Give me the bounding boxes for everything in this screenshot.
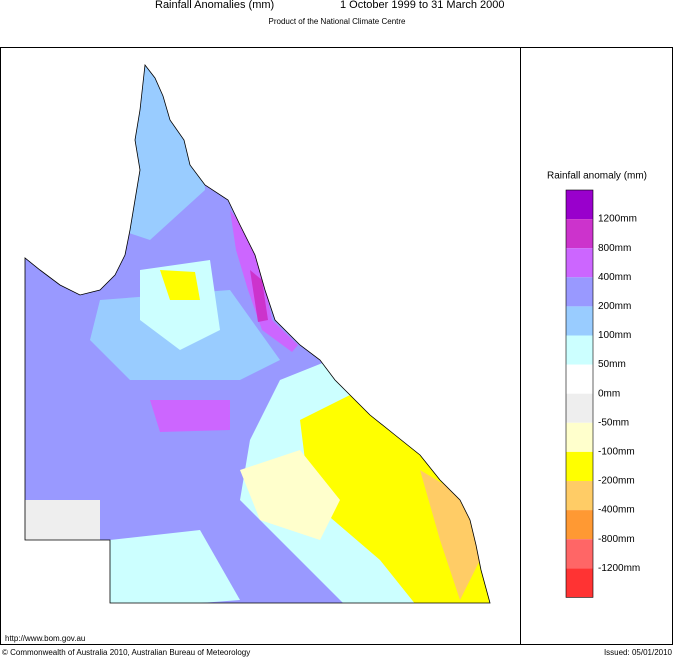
issued: Issued: 05/01/2010 [604,648,673,657]
legend-label: 400mm [598,272,631,283]
legend-swatch [566,568,593,598]
qld-map [25,65,490,603]
legend-swatch [566,510,593,540]
legend-swatch [566,481,593,511]
legend-label: 800mm [598,243,631,254]
qld-outline [24,63,491,604]
region-north [140,260,220,350]
legend: 1200mm 800mm 400mm 200mm 100mm 50mm 0mm -50mm -1… [565,189,640,598]
copyright: © Commonwealth of Australia 2010, Austra… [2,648,250,657]
legend-swatch [566,219,593,249]
legend-swatch [566,335,593,365]
region-sw [25,500,100,545]
legend-label: -400mm [598,505,635,516]
frame [0,47,673,645]
period: 1 October 1999 to 31 March 2000 [340,0,505,11]
legend-label: 50mm [598,359,626,370]
legend-label: 0mm [598,388,620,399]
legend-label: 200mm [598,301,631,312]
legend-swatch [566,393,593,423]
region-north-dry [160,270,200,300]
title: Rainfall Anomalies (mm) [155,0,274,11]
legend-swatch [566,422,593,452]
legend-swatch [566,539,593,569]
region-very-wet [250,270,268,322]
region-wet-inland [150,400,230,432]
legend-border [565,189,594,598]
legend-swatch [566,190,593,220]
legend-label: -100mm [598,447,635,458]
legend-title: Rainfall anomaly (mm) [547,171,647,182]
legend-swatch [566,248,593,278]
legend-swatch [566,364,593,394]
legend-label: -800mm [598,534,635,545]
region-se-dry [300,395,490,603]
legend-swatch [566,451,593,481]
subtitle: Product of the National Climate Centre [269,17,407,26]
legend-label: -1200mm [598,563,640,574]
legend-swatch [566,306,593,336]
url: http://www.bom.gov.au [5,634,85,643]
legend-label: -50mm [598,417,629,428]
region-inland-dry [240,450,340,540]
region-south [110,530,240,603]
legend-label: 1200mm [598,214,637,225]
legend-swatch [566,277,593,307]
legend-label: -200mm [598,476,635,487]
legend-label: 100mm [598,330,631,341]
